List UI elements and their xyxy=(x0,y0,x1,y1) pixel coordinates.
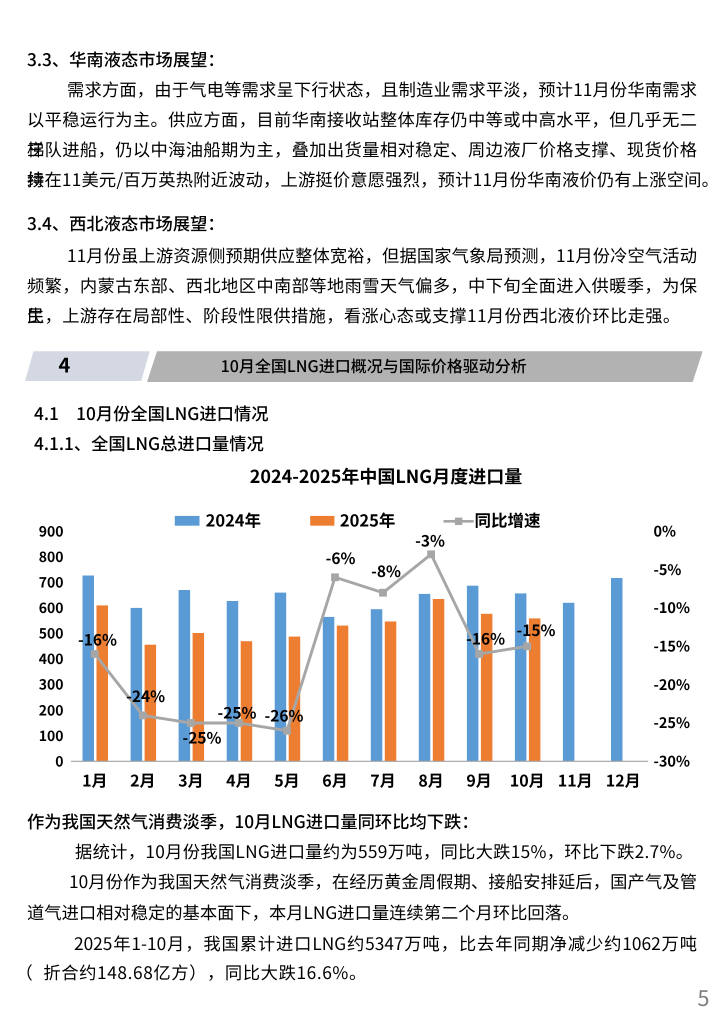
svg-text:12月: 12月 xyxy=(606,767,641,791)
svg-text:同比增速: 同比增速 xyxy=(475,508,542,532)
svg-text:-16%: -16% xyxy=(466,628,505,650)
svg-text:11月: 11月 xyxy=(558,767,593,791)
svg-text:-3%: -3% xyxy=(415,530,445,552)
svg-text:100: 100 xyxy=(39,726,64,746)
svg-text:200: 200 xyxy=(39,700,64,720)
svg-text:4: 4 xyxy=(58,350,70,379)
svg-text:2月: 2月 xyxy=(130,767,155,791)
svg-text:2024-2025年中国LNG月度进口量: 2024-2025年中国LNG月度进口量 xyxy=(250,463,522,489)
svg-text:-26%: -26% xyxy=(265,705,304,727)
svg-text:800: 800 xyxy=(39,547,64,567)
svg-text:900: 900 xyxy=(39,521,64,541)
svg-text:7月: 7月 xyxy=(370,767,395,791)
svg-text:3月: 3月 xyxy=(178,767,203,791)
svg-text:-24%: -24% xyxy=(126,685,165,707)
svg-text:6月: 6月 xyxy=(322,767,347,791)
svg-text:600: 600 xyxy=(39,598,64,618)
svg-text:9月: 9月 xyxy=(466,767,491,791)
svg-text:-10%: -10% xyxy=(654,597,690,618)
svg-text:-6%: -6% xyxy=(326,547,356,569)
svg-text:500: 500 xyxy=(39,624,64,644)
svg-text:0: 0 xyxy=(55,751,63,771)
svg-text:-25%: -25% xyxy=(654,712,690,733)
svg-text:5月: 5月 xyxy=(274,767,299,791)
svg-text:10月: 10月 xyxy=(510,767,545,791)
svg-text:300: 300 xyxy=(39,675,64,695)
svg-text:400: 400 xyxy=(39,649,64,669)
svg-text:8月: 8月 xyxy=(418,767,443,791)
svg-text:-15%: -15% xyxy=(517,619,556,641)
svg-text:-25%: -25% xyxy=(183,727,222,749)
svg-text:-20%: -20% xyxy=(654,674,690,695)
svg-text:-16%: -16% xyxy=(78,629,117,651)
svg-text:-30%: -30% xyxy=(654,751,690,772)
svg-text:1月: 1月 xyxy=(82,767,107,791)
svg-text:-25%: -25% xyxy=(218,702,257,724)
svg-text:10月全国LNG进口概况与国际价格驱动分析: 10月全国LNG进口概况与国际价格驱动分析 xyxy=(221,353,527,377)
svg-text:0%: 0% xyxy=(654,521,677,542)
svg-text:-5%: -5% xyxy=(654,559,682,580)
svg-text:2024年: 2024年 xyxy=(206,508,261,532)
svg-text:-8%: -8% xyxy=(371,560,401,582)
svg-text:2025年: 2025年 xyxy=(340,508,395,532)
svg-text:4月: 4月 xyxy=(226,767,251,791)
svg-text:-15%: -15% xyxy=(654,636,690,657)
svg-text:700: 700 xyxy=(39,573,64,593)
